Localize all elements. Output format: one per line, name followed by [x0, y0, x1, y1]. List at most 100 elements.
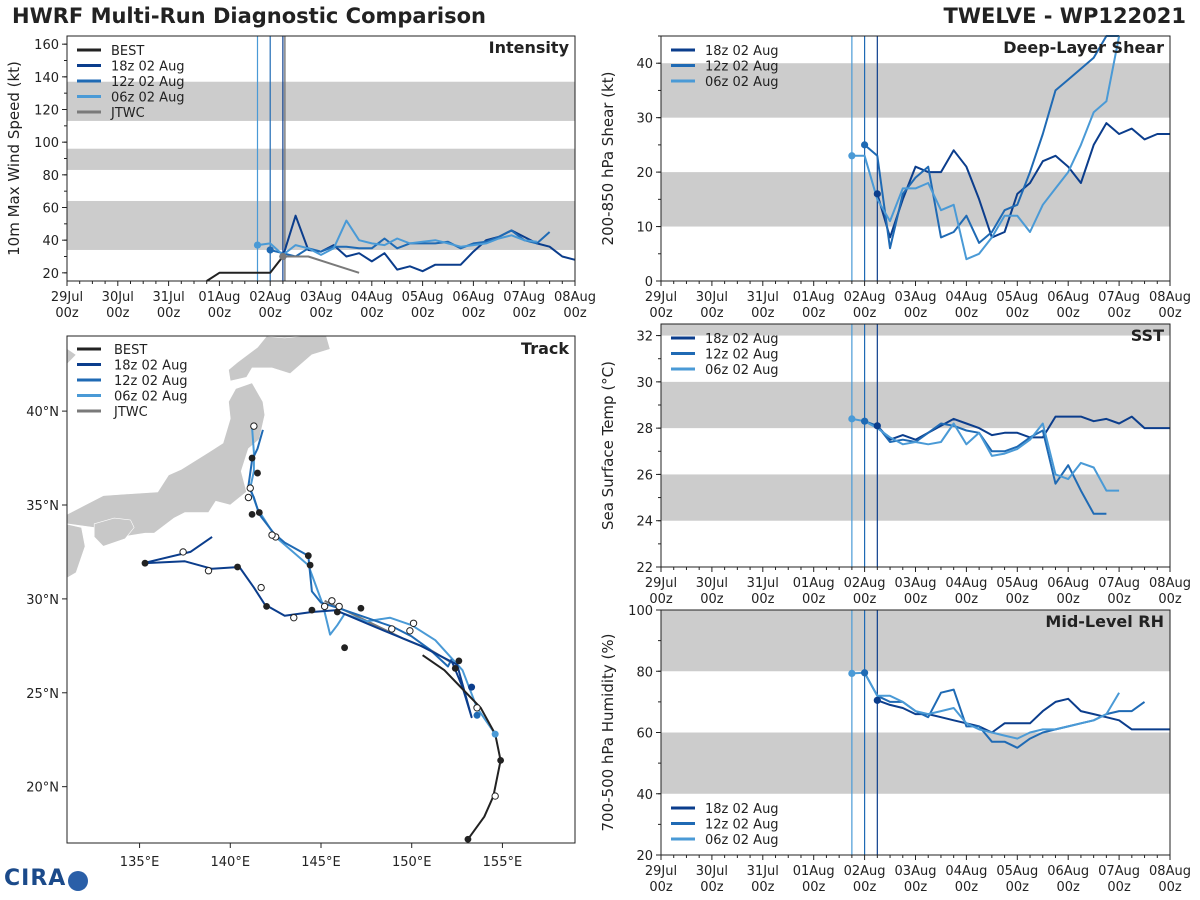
intensity-ytick-label: 160: [34, 38, 59, 53]
shear-band: [661, 63, 1170, 118]
intensity-xtick-label: 03Aug: [300, 290, 342, 305]
track-point-filled: [306, 561, 314, 569]
sst-series-12z: [864, 420, 1107, 515]
storm-id: TWELVE - WP122021: [943, 4, 1186, 28]
track-point-filled: [248, 454, 256, 462]
sst-xtick-label: 00z: [853, 592, 877, 607]
rh-xtick-label: 00z: [700, 880, 724, 895]
shear-xtick-label: 03Aug: [895, 290, 937, 305]
intensity-xtick-label: 29Jul: [51, 290, 83, 305]
shear-xtick-label: 00z: [1057, 306, 1081, 321]
rh-title: Mid-Level RH: [1045, 612, 1164, 631]
rh-xtick-label: 00z: [1158, 880, 1182, 895]
intensity-xtick-label: 06Aug: [452, 290, 494, 305]
intensity-ytick-label: 140: [34, 71, 59, 86]
sst-xtick-label: 00z: [802, 592, 826, 607]
track-point-open: [204, 567, 213, 575]
intensity-xtick-label: 04Aug: [351, 290, 393, 305]
rh-xtick-label: 00z: [904, 880, 928, 895]
track-panel: 135°E 140°E 145°E 150°E 155°E 20°N 25°N 30°N 35°…: [26, 335, 576, 870]
rh-legend-label: 12z 02 Aug: [705, 818, 779, 833]
shear-xtick-label: 29Jul: [645, 290, 677, 305]
sst-xtick-label: 03Aug: [895, 576, 937, 591]
rh-xtick-label: 08Aug: [1149, 864, 1191, 879]
sst-xtick-label: 07Aug: [1098, 576, 1140, 591]
track-xtick-label: 155°E: [483, 855, 523, 870]
cira-logo-text: CIRA: [4, 866, 67, 891]
shear-xtick-label: 08Aug: [1149, 290, 1191, 305]
track-legend-label: 06z 02 Aug: [114, 390, 188, 405]
rh-ytick-label: 80: [636, 665, 653, 680]
sst-xtick-label: 04Aug: [945, 576, 987, 591]
shear-panel: 01020304029Jul00z30Jul00z31Jul00z01Aug00…: [599, 35, 1191, 321]
intensity-xtick-label: 00z: [563, 306, 587, 321]
rh-xtick-label: 00z: [853, 880, 877, 895]
shear-marker-06z: [848, 152, 856, 160]
shear-xtick-label: 00z: [1158, 306, 1182, 321]
track-point-filled: [357, 604, 365, 612]
intensity-ytick-label: 80: [42, 169, 59, 184]
shear-xtick-label: 00z: [955, 306, 979, 321]
track-point-open: [179, 548, 187, 556]
intensity-xtick-label: 00z: [55, 306, 79, 321]
track-point-filled: [255, 509, 263, 516]
shear-ytick-label: 20: [636, 166, 653, 181]
intensity-series-18z: [281, 214, 576, 273]
track-legend-label: BEST: [114, 343, 147, 358]
shear-xtick-label: 02Aug: [844, 290, 886, 305]
land-polygon: [67, 523, 86, 579]
sst-ytick-label: 22: [636, 561, 653, 576]
shear-xtick-label: 31Jul: [747, 290, 779, 305]
intensity-panel: 2040608010012014016029Jul00z30Jul00z31Ju…: [5, 35, 596, 321]
rh-series-18z: [876, 697, 1170, 734]
intensity-marker-06z: [253, 241, 262, 249]
sst-xtick-label: 08Aug: [1149, 576, 1191, 591]
intensity-xtick-label: 31Jul: [152, 290, 184, 305]
track-point-open: [335, 602, 343, 611]
shear-xtick-label: 30Jul: [696, 290, 728, 305]
rh-band: [661, 732, 1170, 794]
intensity-marker-JTWC: [279, 252, 287, 261]
shear-ylabel: 200-850 hPa Shear (kt): [599, 72, 617, 246]
sst-xtick-label: 00z: [649, 592, 673, 607]
track-point-filled: [141, 559, 149, 567]
sst-marker-18z: [873, 422, 881, 430]
track-xtick-label: 150°E: [392, 855, 432, 870]
intensity-xtick-label: 00z: [462, 306, 486, 321]
intensity-xtick-label: 00z: [106, 306, 130, 321]
rh-xtick-label: 00z: [751, 880, 775, 895]
intensity-xtick-label: 07Aug: [503, 290, 545, 305]
track-point-open: [268, 531, 276, 539]
shear-series-06z: [851, 35, 1121, 261]
rh-marker-12z: [861, 669, 869, 677]
track-xtick-label: 140°E: [211, 855, 251, 870]
rh-xtick-label: 00z: [1057, 880, 1081, 895]
rh-xtick-label: 04Aug: [945, 864, 987, 879]
intensity-title: Intensity: [489, 38, 570, 57]
rh-series-06z: [851, 671, 1120, 740]
sst-marker-12z: [861, 417, 869, 425]
rh-marker-06z: [848, 669, 856, 677]
intensity-band: [67, 81, 575, 121]
rh-xtick-label: 00z: [1006, 880, 1030, 895]
sst-marker-06z: [848, 415, 856, 423]
rh-band: [661, 610, 1170, 672]
intensity-ylabel: 10m Max Wind Speed (kt): [5, 61, 23, 256]
track-point-filled: [464, 835, 472, 843]
rh-xtick-label: 00z: [955, 880, 979, 895]
track-ytick-label: 30°N: [26, 593, 59, 608]
track-point-filled: [248, 510, 256, 518]
shear-xtick-label: 00z: [1107, 306, 1131, 321]
sst-ytick-label: 24: [636, 515, 653, 530]
track-point-filled: [497, 756, 505, 764]
track-point-open: [290, 613, 298, 622]
intensity-legend-label: JTWC: [110, 106, 145, 121]
rh-ytick-label: 100: [628, 604, 653, 619]
shear-xtick-label: 00z: [700, 306, 724, 321]
sst-ytick-label: 30: [636, 376, 653, 391]
sst-xtick-label: 05Aug: [996, 576, 1038, 591]
rh-ytick-label: 40: [636, 788, 653, 803]
shear-xtick-label: 04Aug: [945, 290, 987, 305]
intensity-xtick-label: 00z: [513, 306, 537, 321]
intensity-series-BEST: [206, 255, 296, 282]
